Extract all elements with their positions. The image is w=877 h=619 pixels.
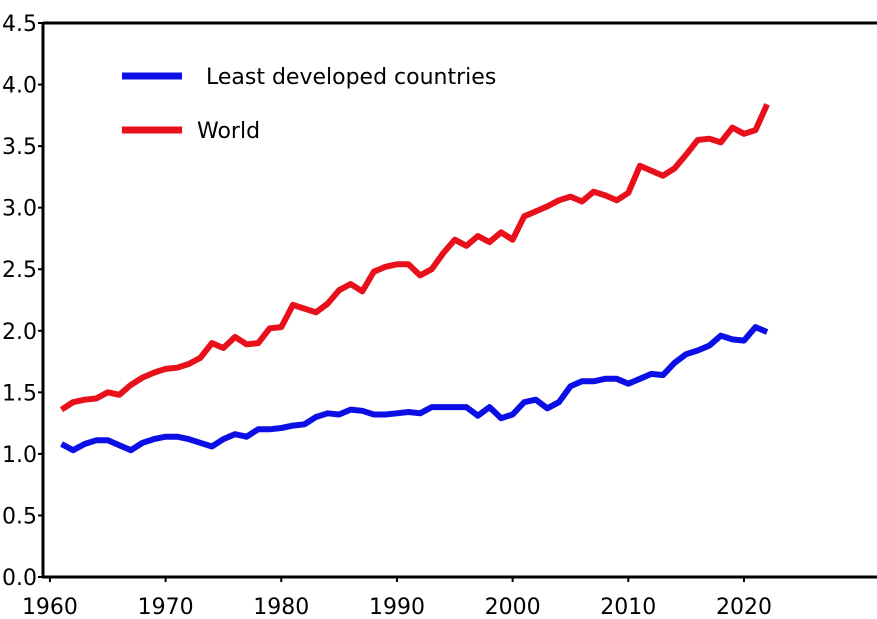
data-line	[60, 324, 769, 454]
x-tick-label: 1990	[369, 595, 425, 619]
y-tick-label: 2.5	[2, 258, 37, 283]
x-tick-label: 1960	[22, 595, 78, 619]
x-tick-label: 1970	[138, 595, 194, 619]
y-tick-label: 1.0	[2, 443, 37, 468]
y-tick-label: 1.5	[2, 381, 37, 406]
y-tick-label: 4.0	[2, 74, 37, 99]
y-tick-label: 3.5	[2, 135, 37, 160]
x-tick-label: 1980	[253, 595, 309, 619]
legend-label: Least developed countries	[206, 65, 496, 90]
y-tick-label: 3.0	[2, 197, 37, 222]
y-tick-label: 4.5	[2, 12, 37, 37]
y-tick-label: 2.0	[2, 320, 37, 345]
x-tick-label: 2000	[485, 595, 541, 619]
legend-label: World	[197, 119, 260, 144]
x-tick-label: 2010	[600, 595, 656, 619]
y-tick-label: 0.5	[2, 504, 37, 529]
data-line	[59, 103, 770, 413]
x-tick-label: 2020	[716, 595, 772, 619]
y-tick-label: 0.0	[2, 566, 37, 591]
